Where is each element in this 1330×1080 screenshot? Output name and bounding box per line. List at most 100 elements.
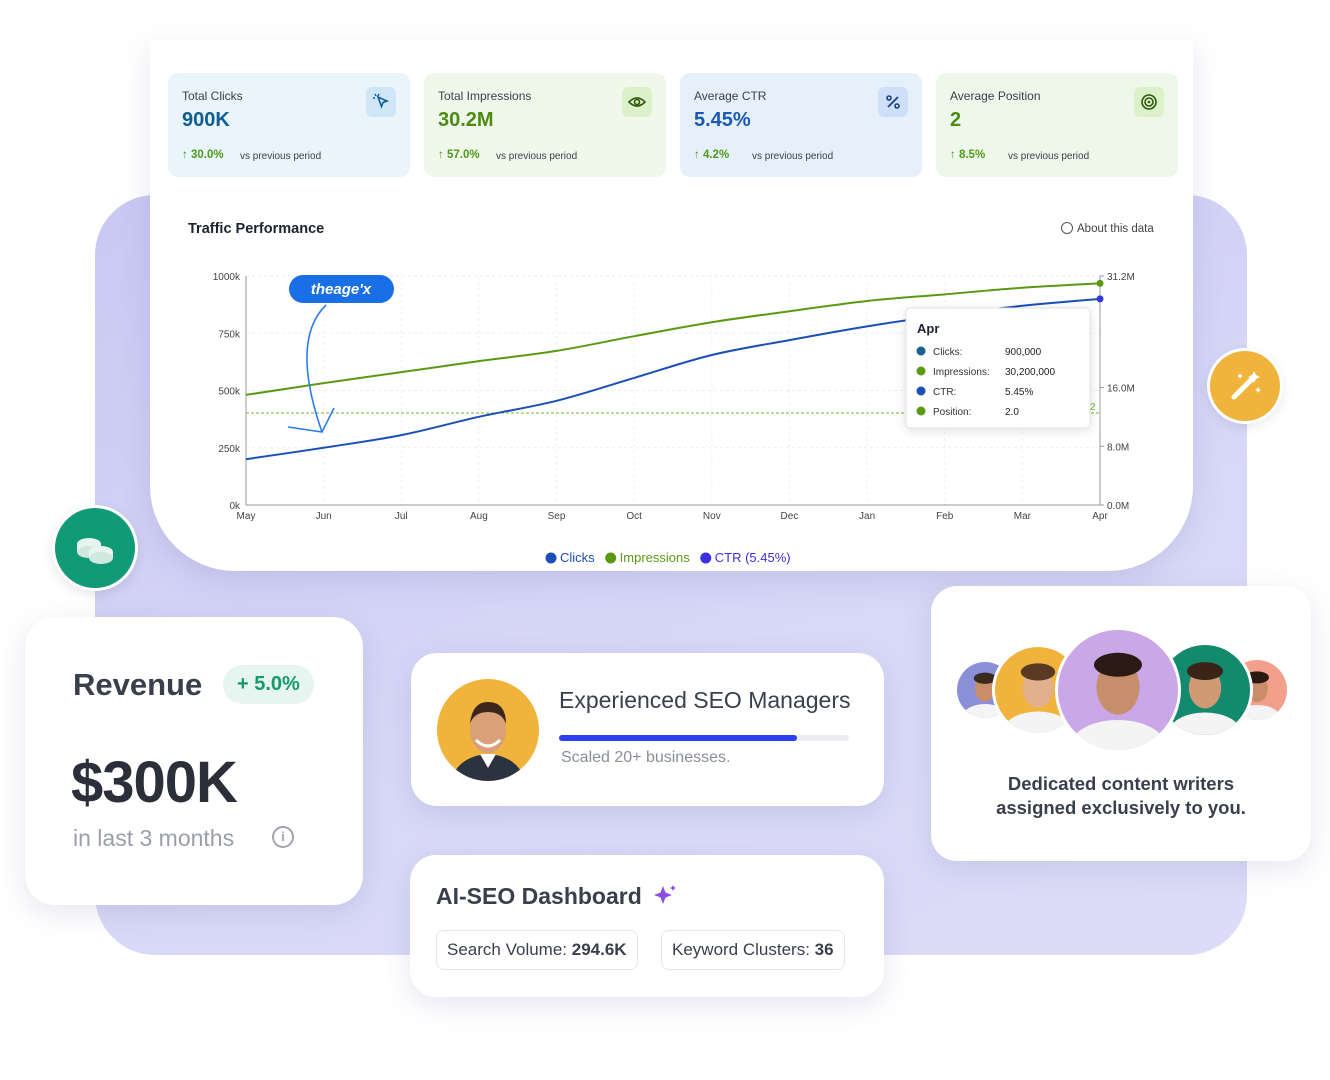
- ai-card: AI-SEO Dashboard Search Volume: 294.6K K…: [410, 855, 884, 997]
- stat-card: Average CTR 5.45% ↑ 4.2% vs previous per…: [680, 73, 922, 177]
- x-tick-label: Mar: [1014, 511, 1032, 522]
- body: [1070, 720, 1166, 750]
- tooltip-label: Clicks:: [933, 347, 962, 358]
- seo-title: Experienced SEO Managers: [559, 687, 851, 713]
- legend: Clicks Impressions CTR (5.45%): [545, 550, 791, 565]
- y-tick-label: 500k: [218, 387, 241, 398]
- stat-title: Average CTR: [694, 89, 767, 103]
- tooltip-dot: [916, 386, 926, 396]
- chip-value: 36: [814, 940, 834, 959]
- y-tick-label: 0k: [229, 501, 241, 512]
- legend-label: Clicks: [560, 550, 595, 565]
- legend-label: Impressions: [620, 550, 691, 565]
- face: [1070, 652, 1166, 750]
- tooltip: Apr Clicks: 900,000 Impressions: 30,200,000…: [905, 307, 1091, 429]
- tooltip-value: 5.45%: [1005, 387, 1033, 398]
- tooltip-value: 2.0: [1005, 407, 1019, 418]
- stat-change: ↑ 30.0%: [182, 149, 224, 161]
- face: [962, 672, 1008, 718]
- revenue-value: $300K: [71, 750, 238, 815]
- y-tick-label: 1000k: [213, 272, 241, 283]
- badge: [289, 275, 394, 303]
- x-tick-label: Nov: [703, 511, 721, 522]
- stat-change: ↑ 57.0%: [438, 149, 480, 161]
- x-tick-label: Feb: [936, 511, 954, 522]
- chip-value: 294.6K: [571, 940, 627, 959]
- chart: Traffic Performance About this data 0k25…: [188, 221, 1154, 565]
- stat-change-value: 57.0%: [446, 149, 480, 161]
- badge-text: theage'x: [311, 281, 372, 298]
- revenue-change: + 5.0%: [223, 665, 314, 704]
- revenue-title: Revenue: [73, 667, 203, 702]
- writers-text: Dedicated content writers assigned exclus…: [931, 772, 1311, 820]
- y2-tick-label: 8.0M: [1107, 442, 1129, 453]
- arrow: [287, 304, 335, 433]
- legend-label: CTR (5.45%): [715, 550, 791, 565]
- body: [1169, 712, 1241, 735]
- tooltip-box: [905, 307, 1091, 429]
- magic-badge: [1210, 351, 1280, 421]
- writers-line: assigned exclusively to you.: [996, 797, 1246, 818]
- ai-title: AI-SEO Dashboard: [436, 883, 642, 909]
- legend-dot: [605, 552, 617, 564]
- stat-value: 5.45%: [694, 109, 751, 131]
- series-line: [245, 282, 1101, 396]
- x-tick-label: Jun: [316, 511, 332, 522]
- progress-fill: [559, 735, 797, 741]
- tooltip-label: Impressions:: [933, 367, 990, 378]
- tooltip-label: Position:: [933, 407, 971, 418]
- x-tick-label: Jan: [859, 511, 875, 522]
- tooltip-dot: [916, 406, 926, 416]
- info-link[interactable]: About this data: [1077, 223, 1154, 235]
- stat-note: vs previous period: [752, 151, 834, 162]
- hair: [1094, 652, 1142, 677]
- stat-icon: [1134, 87, 1164, 117]
- info-icon: i: [272, 826, 294, 848]
- stat-value: 2: [950, 109, 962, 131]
- sparkle: [654, 885, 676, 904]
- stat-title: Total Impressions: [438, 89, 532, 103]
- face: [1003, 663, 1073, 733]
- tooltip-label: CTR:: [933, 387, 956, 398]
- coins-badge: [55, 508, 135, 588]
- stat-change-value: 30.0%: [190, 149, 224, 161]
- stat-note: vs previous period: [240, 151, 322, 162]
- tooltip-value: 30,200,000: [1005, 367, 1055, 378]
- ctr-point: [1097, 295, 1103, 302]
- y2-tick-label: 16.0M: [1107, 384, 1135, 395]
- body: [962, 704, 1008, 718]
- stat-card: Total Impressions 30.2M ↑ 57.0% vs previ…: [424, 73, 666, 177]
- stat-title: Total Clicks: [182, 89, 243, 103]
- stat-change-value: 8.5%: [958, 149, 986, 161]
- stat-note: vs previous period: [496, 151, 578, 162]
- y-tick-label: 250k: [218, 444, 241, 455]
- tooltip-title: Apr: [917, 321, 939, 336]
- stat-note: vs previous period: [1008, 151, 1090, 162]
- legend-dot: [700, 552, 712, 564]
- y2-tick-label: 0.0M: [1107, 501, 1129, 512]
- y-tick-label: 750k: [218, 329, 241, 340]
- stat-value: 30.2M: [438, 109, 494, 131]
- x-tick-label: Jul: [395, 511, 408, 522]
- tooltip-dot: [916, 366, 926, 376]
- x-tick-label: Sep: [548, 511, 566, 522]
- revenue-card: Revenue + 5.0% $300K in last 3 months i: [25, 617, 363, 905]
- writers-line: Dedicated content writers: [1007, 773, 1235, 794]
- x-tick-label: Apr: [1092, 511, 1108, 522]
- stat-icon: [366, 87, 396, 117]
- position-label: 2: [1090, 402, 1096, 413]
- info-icon: [1061, 222, 1073, 234]
- stat-title: Average Position: [950, 89, 1041, 103]
- x-tick-label: Oct: [626, 511, 642, 522]
- stat-icon: [622, 87, 652, 117]
- x-tick-label: Aug: [470, 511, 488, 522]
- chip-label: Keyword Clusters:: [672, 940, 810, 959]
- tooltip-value: 900,000: [1005, 347, 1042, 358]
- stat-change: ↑ 8.5%: [950, 149, 986, 161]
- stat-value: 900K: [182, 109, 230, 131]
- avatar: [437, 679, 539, 781]
- stat-card: Average Position 2 ↑ 8.5% vs previous pe…: [936, 73, 1178, 177]
- seo-card: Experienced SEO Managers Scaled 20+ busi…: [411, 653, 884, 806]
- chip: Search Volume: 294.6K: [436, 930, 638, 970]
